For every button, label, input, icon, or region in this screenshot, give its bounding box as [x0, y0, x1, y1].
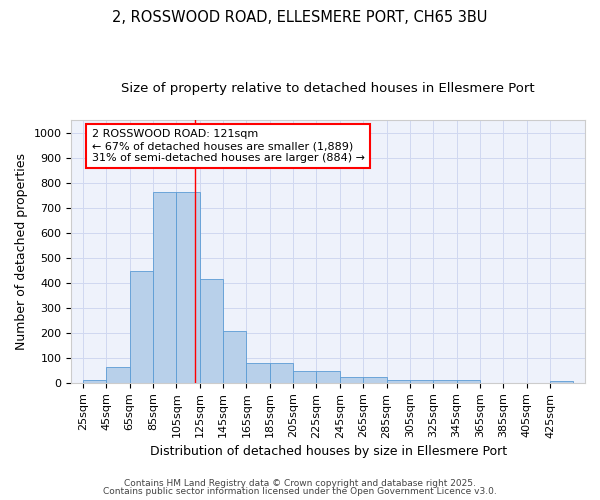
Bar [223, 331, 247, 383]
Bar [316, 371, 340, 383]
Bar [550, 381, 574, 383]
Bar [363, 376, 386, 383]
Bar [457, 380, 480, 383]
Title: Size of property relative to detached houses in Ellesmere Port: Size of property relative to detached ho… [121, 82, 535, 96]
Text: 2, ROSSWOOD ROAD, ELLESMERE PORT, CH65 3BU: 2, ROSSWOOD ROAD, ELLESMERE PORT, CH65 3… [112, 10, 488, 25]
Bar [200, 279, 223, 383]
Bar [106, 368, 130, 383]
Bar [153, 192, 176, 383]
Bar [270, 364, 293, 383]
Bar [247, 364, 270, 383]
Y-axis label: Number of detached properties: Number of detached properties [15, 153, 28, 350]
X-axis label: Distribution of detached houses by size in Ellesmere Port: Distribution of detached houses by size … [149, 444, 507, 458]
Bar [340, 376, 363, 383]
Bar [130, 271, 153, 383]
Bar [83, 380, 106, 383]
Text: 2 ROSSWOOD ROAD: 121sqm
← 67% of detached houses are smaller (1,889)
31% of semi: 2 ROSSWOOD ROAD: 121sqm ← 67% of detache… [92, 130, 365, 162]
Text: Contains HM Land Registry data © Crown copyright and database right 2025.: Contains HM Land Registry data © Crown c… [124, 478, 476, 488]
Bar [433, 380, 457, 383]
Bar [293, 371, 316, 383]
Text: Contains public sector information licensed under the Open Government Licence v3: Contains public sector information licen… [103, 487, 497, 496]
Bar [176, 192, 200, 383]
Bar [386, 380, 410, 383]
Bar [410, 380, 433, 383]
